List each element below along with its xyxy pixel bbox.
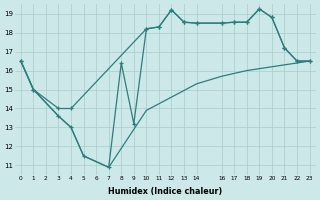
X-axis label: Humidex (Indice chaleur): Humidex (Indice chaleur) (108, 187, 222, 196)
